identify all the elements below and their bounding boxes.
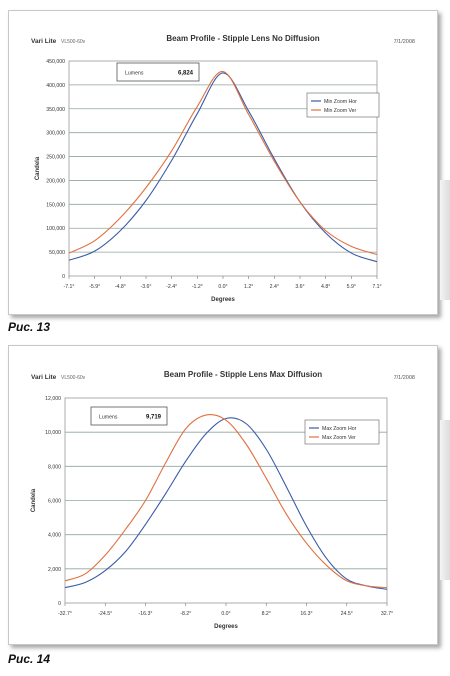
y-tick-label: 0 — [58, 601, 61, 607]
legend-label-2: Min Zoom Ver — [324, 108, 357, 114]
y-tick-label: 100,000 — [46, 226, 65, 232]
series-line-2 — [68, 70, 378, 256]
page-edge-strip — [440, 420, 450, 580]
chart-date: 7/1/2008 — [394, 375, 415, 381]
y-tick-label: 300,000 — [46, 131, 65, 137]
header-brand: Vari Lite — [31, 38, 57, 45]
chart-panel-1: Vari Lite VL500-60v Beam Profile - Stipple… — [8, 10, 438, 315]
x-tick-label: 16.3° — [300, 611, 312, 617]
y-tick-label: 8,000 — [48, 464, 61, 470]
y-tick-label: 2,000 — [48, 567, 61, 573]
lumens-value: 6,824 — [178, 71, 194, 77]
y-tick-label: 150,000 — [46, 202, 65, 208]
lumens-box — [116, 62, 200, 82]
y-tick-label: 450,000 — [46, 59, 65, 65]
y-axis-label: Candela — [31, 488, 37, 512]
x-axis-label: Degrees — [211, 297, 235, 303]
page-edge-strip — [440, 180, 450, 300]
x-tick-label: -32.7° — [58, 611, 72, 617]
x-axis-label: Degrees — [214, 624, 238, 630]
y-axis-label: Candela — [35, 156, 41, 180]
chart-2: Vari Lite VL500-60v Beam Profile - Stipple… — [31, 370, 415, 630]
x-tick-label: -4.8° — [115, 284, 126, 290]
x-tick-label: 3.6° — [295, 284, 304, 290]
y-tick-label: 10,000 — [45, 430, 61, 436]
y-tick-label: 50,000 — [49, 250, 65, 256]
x-tick-label: -5.9° — [89, 284, 100, 290]
legend-label-1: Min Zoom Hor — [324, 99, 357, 105]
y-tick-label: 4,000 — [48, 533, 61, 539]
x-tick-label: 0.0° — [218, 284, 227, 290]
series-line-1 — [64, 417, 388, 590]
header-model: VL500-60v — [61, 375, 86, 381]
chart-title: Beam Profile - Stipple Lens No Diffusion — [166, 34, 319, 43]
x-tick-label: 24.5° — [341, 611, 353, 617]
x-tick-label: 0.0° — [221, 611, 230, 617]
x-tick-label: -1.2° — [192, 284, 203, 290]
series-line-2 — [64, 414, 388, 589]
x-tick-label: 32.7° — [381, 611, 393, 617]
x-tick-label: 5.9° — [347, 284, 356, 290]
lumens-box — [90, 406, 168, 426]
y-tick-label: 0 — [62, 274, 65, 280]
figure-caption-13: Рис. 13 — [8, 320, 51, 334]
y-tick-label: 400,000 — [46, 83, 65, 89]
x-tick-label: 4.8° — [321, 284, 330, 290]
y-tick-label: 250,000 — [46, 155, 65, 161]
figure-caption-14: Рис. 14 — [8, 652, 51, 666]
legend-label-2: Max Zoom Ver — [322, 435, 356, 441]
chart-title: Beam Profile - Stipple Lens Max Diffusio… — [164, 370, 322, 379]
y-tick-label: 6,000 — [48, 499, 61, 505]
y-tick-label: 200,000 — [46, 178, 65, 184]
x-tick-label: 7.1° — [372, 284, 381, 290]
chart-panel-2: Vari Lite VL500-60v Beam Profile - Stipple… — [8, 345, 438, 645]
x-tick-label: 2.4° — [270, 284, 279, 290]
x-tick-label: 1.2° — [244, 284, 253, 290]
lumens-label: Lumens — [125, 71, 144, 77]
x-tick-label: -2.4° — [166, 284, 177, 290]
x-tick-label: 8.2° — [262, 611, 271, 617]
lumens-label: Lumens — [99, 415, 118, 421]
x-tick-label: -3.6° — [140, 284, 151, 290]
chart-date: 7/1/2008 — [394, 39, 415, 45]
chart-1: Vari Lite VL500-60v Beam Profile - Stipple… — [31, 34, 415, 303]
y-tick-label: 350,000 — [46, 107, 65, 113]
legend-label-1: Max Zoom Hor — [322, 426, 357, 432]
lumens-value: 9,719 — [146, 415, 162, 421]
y-tick-label: 12,000 — [45, 396, 61, 402]
x-tick-label: -16.3° — [139, 611, 153, 617]
x-tick-label: -24.5° — [98, 611, 112, 617]
x-tick-label: -7.1° — [63, 284, 74, 290]
series-line-1 — [68, 72, 378, 263]
header-model: VL500-60v — [61, 39, 86, 45]
header-brand: Vari Lite — [31, 374, 57, 381]
legend-box — [304, 419, 380, 445]
x-tick-label: -8.2° — [180, 611, 191, 617]
legend-box — [306, 92, 380, 118]
